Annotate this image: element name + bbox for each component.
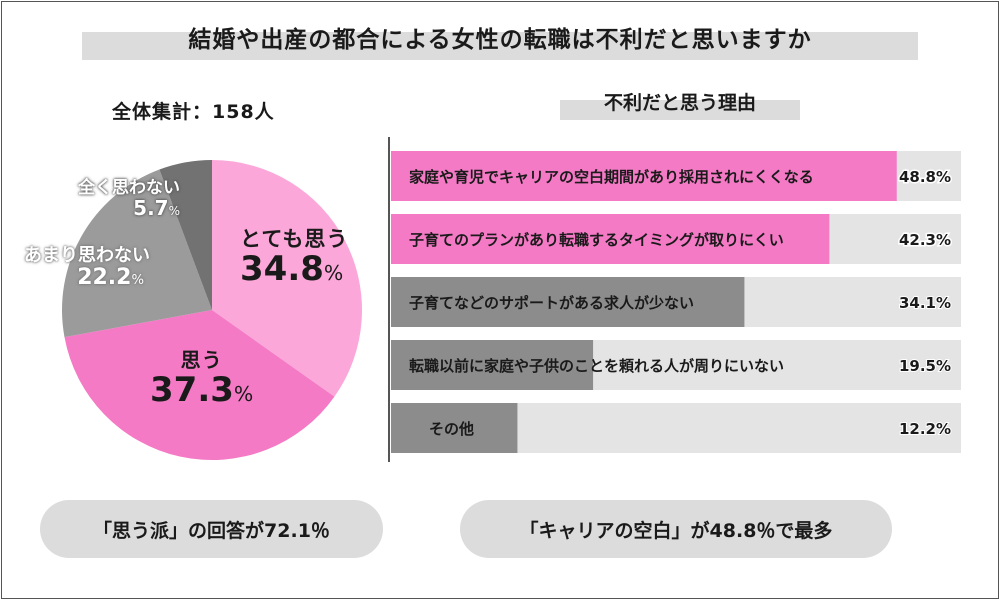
bar-axis-line <box>388 137 390 462</box>
pie-slice-0 <box>212 160 362 397</box>
bar-0 <box>391 151 897 201</box>
bar-2 <box>391 277 745 327</box>
bar-value-label: 19.5% <box>899 357 951 375</box>
bar-value-label: 34.1% <box>899 294 951 312</box>
bar-category-label: 転職以前に家庭や子供のことを頼れる人が周りにいない <box>409 357 784 375</box>
bar-value-label: 48.8% <box>899 168 951 186</box>
pie-slice-2 <box>62 169 212 338</box>
pie-slice-1 <box>64 310 335 460</box>
pie-label-name: あまり思わない <box>24 245 150 266</box>
pie-label-value: 5.7% <box>133 195 180 220</box>
pie-label-mattaku: 全く思わない 5.7% <box>78 178 180 220</box>
bar-1 <box>391 214 830 264</box>
pie-label-value: 22.2% <box>77 264 144 290</box>
summary-pill-right: 「キャリアの空白」が48.8％で最多 <box>460 500 892 558</box>
reasons-title-band <box>560 100 800 120</box>
pie-label-totemo: とても思う 34.8% <box>240 228 348 288</box>
bar-category-label: 家庭や育児でキャリアの空白期間があり採用されにくくなる <box>409 168 814 186</box>
pie-label-omou: 思う 37.3% <box>150 350 253 409</box>
bar-category-label: 子育てなどのサポートがある求人が少ない <box>409 294 694 312</box>
pie-label-amari: あまり思わない 22.2% <box>24 245 150 290</box>
summary-pill-left: 「思う派」の回答が72.1％ <box>40 500 383 558</box>
pie-label-value: 37.3% <box>150 370 254 410</box>
bar-value-label: 12.2% <box>899 420 951 438</box>
reasons-title: 不利だと思う理由 <box>603 92 756 114</box>
bar-3 <box>391 340 594 390</box>
bar-category-label: 子育てのプランがあり転職するタイミングが取りにくい <box>409 231 784 249</box>
pie-label-name: 全く思わない <box>78 178 180 198</box>
pie-label-name: とても思う <box>240 227 349 251</box>
chart-title: 結婚や出産の都合による女性の転職は不利だと思いますか <box>188 27 812 53</box>
total-count-label: 全体集計：158人 <box>112 101 275 123</box>
pie-slice-3 <box>159 160 212 310</box>
bar-category-label: その他 <box>429 420 474 438</box>
pie-label-value: 34.8% <box>240 249 344 290</box>
bar-value-label: 42.3% <box>899 231 951 249</box>
bar-4 <box>391 403 518 453</box>
title-band <box>82 32 918 60</box>
pie-label-name: 思う <box>180 348 223 372</box>
